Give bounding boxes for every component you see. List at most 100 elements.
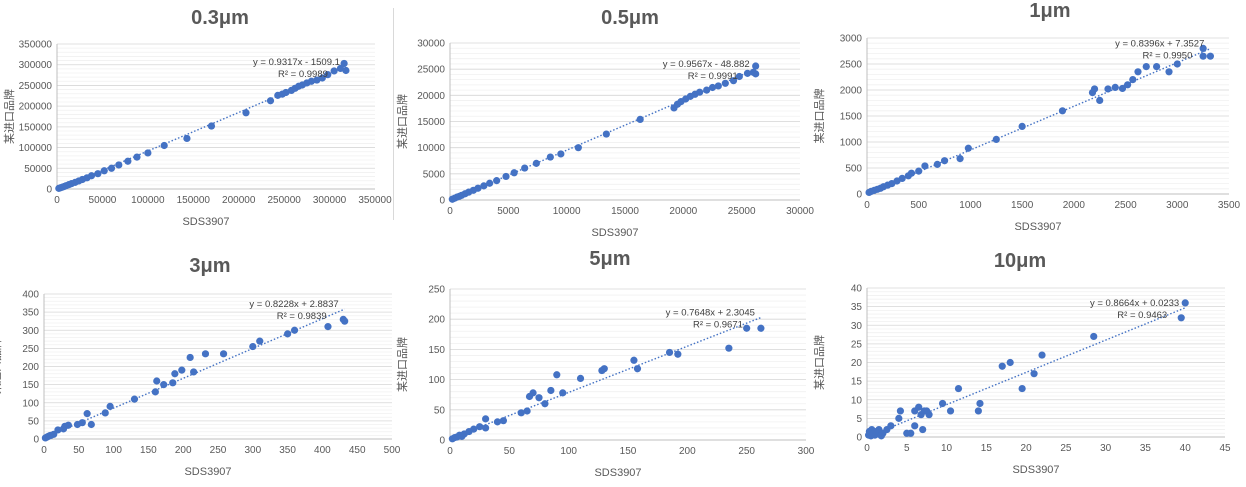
data-point xyxy=(340,59,348,68)
data-point xyxy=(1018,122,1026,130)
data-point xyxy=(743,324,751,332)
x-tick-label: 0 xyxy=(54,195,60,206)
x-tick-label: 0 xyxy=(864,443,870,454)
x-tick-label: 40 xyxy=(1180,443,1192,454)
x-tick-label: 1500 xyxy=(1011,200,1034,211)
x-tick-label: 150 xyxy=(620,446,637,457)
data-point xyxy=(915,403,923,411)
data-point xyxy=(600,365,608,373)
y-tick-label: 200 xyxy=(428,315,445,326)
data-point xyxy=(330,67,338,75)
y-tick-label: 100 xyxy=(22,398,39,409)
data-point xyxy=(919,425,927,434)
x-tick-label: 300 xyxy=(244,445,261,456)
y-axis-title: 某进口品牌 xyxy=(2,89,16,144)
x-tick-label: 1000 xyxy=(959,200,982,211)
data-point xyxy=(752,70,760,78)
y-tick-label: 5 xyxy=(856,414,862,425)
x-tick-label: 0 xyxy=(864,200,870,211)
data-point xyxy=(336,64,345,73)
data-point xyxy=(946,407,955,415)
trendline-equation: y = 0.9567x - 48.882 xyxy=(663,59,750,70)
chart-panel-0: 0.3μm 0 50000 100000 150000 200000 250000 3000… xyxy=(0,0,400,240)
y-tick-label: 0 xyxy=(856,433,862,444)
data-point xyxy=(169,379,177,387)
x-axis-title: SDS3907 xyxy=(594,467,641,479)
data-point xyxy=(541,400,549,408)
x-tick-label: 150000 xyxy=(177,195,211,206)
x-tick-label: 100 xyxy=(105,445,122,456)
x-tick-label: 10000 xyxy=(553,206,581,217)
y-tick-label: 0 xyxy=(46,185,52,196)
y-tick-label: 500 xyxy=(845,164,862,175)
x-tick-label: 400 xyxy=(314,445,331,456)
data-point xyxy=(602,130,610,138)
chart-panel-3: 3μm 0 50 100 150 200 250 300 350 400 0 50 100 150 200… xyxy=(0,245,410,487)
data-point xyxy=(1199,44,1207,53)
y-axis-title: 某进口品牌 xyxy=(812,335,826,390)
chart-title: 5μm xyxy=(589,248,631,270)
data-point xyxy=(249,342,257,351)
y-tick-label: 250 xyxy=(428,285,445,296)
x-tick-label: 25000 xyxy=(728,206,756,217)
data-point xyxy=(1090,332,1098,341)
data-point xyxy=(517,409,525,417)
data-point xyxy=(324,323,332,331)
data-point xyxy=(907,429,915,437)
x-tick-label: 2000 xyxy=(1063,200,1086,211)
data-point xyxy=(160,141,168,150)
trendline xyxy=(452,316,762,439)
data-point xyxy=(940,157,949,165)
data-point xyxy=(307,77,315,85)
data-point xyxy=(674,350,682,358)
y-tick-label: 50000 xyxy=(24,164,52,175)
x-tick-label: 50 xyxy=(504,446,516,457)
data-point xyxy=(911,422,919,430)
data-point xyxy=(574,144,582,152)
y-tick-label: 350000 xyxy=(19,40,53,51)
data-point xyxy=(1134,68,1142,76)
x-tick-label: 150 xyxy=(140,445,157,456)
y-tick-label: 200 xyxy=(22,362,39,373)
y-tick-label: 350 xyxy=(22,308,39,319)
data-point xyxy=(313,76,321,84)
data-point xyxy=(178,366,186,374)
x-tick-label: 250 xyxy=(210,445,227,456)
data-point xyxy=(493,418,502,426)
trendline-equation: y = 0.9317x - 1509.1 xyxy=(253,57,340,68)
data-point xyxy=(186,353,194,362)
data-point xyxy=(94,170,102,178)
data-point xyxy=(1199,52,1207,60)
trendline xyxy=(58,66,347,190)
y-tick-label: 35 xyxy=(851,302,863,313)
r-squared-label: R² = 0.9991 xyxy=(688,71,738,82)
x-tick-label: 5000 xyxy=(497,206,520,217)
data-point xyxy=(954,384,963,393)
y-tick-label: 400 xyxy=(22,290,39,301)
x-tick-label: 500 xyxy=(384,445,401,456)
x-tick-label: 100 xyxy=(560,446,577,457)
data-point xyxy=(1153,63,1161,71)
data-point xyxy=(124,157,132,165)
data-point xyxy=(1142,63,1150,71)
x-tick-label: 350000 xyxy=(358,195,392,206)
data-point xyxy=(482,424,490,432)
y-tick-label: 25000 xyxy=(417,65,445,76)
x-tick-label: 500 xyxy=(910,200,927,211)
data-point xyxy=(546,153,554,161)
x-tick-label: 3000 xyxy=(1166,200,1189,211)
data-point xyxy=(1006,358,1014,367)
x-tick-label: 250 xyxy=(738,446,755,457)
data-point xyxy=(1206,52,1214,60)
chart-svg: 0 50 100 150 200 250 300 350 400 0 50 100 150 200 250 3… xyxy=(0,290,401,479)
data-point xyxy=(133,153,141,161)
x-tick-label: 0 xyxy=(447,446,453,457)
data-point xyxy=(341,317,349,325)
data-point xyxy=(474,184,482,192)
data-point xyxy=(151,388,159,396)
chart-panel-1: 0.5μm 0 5000 10000 15000 20000 25000 30000 0 500… xyxy=(395,0,820,240)
data-point xyxy=(1165,68,1173,76)
y-tick-label: 150000 xyxy=(19,122,53,133)
data-point xyxy=(907,169,916,177)
y-tick-label: 3000 xyxy=(840,34,863,45)
